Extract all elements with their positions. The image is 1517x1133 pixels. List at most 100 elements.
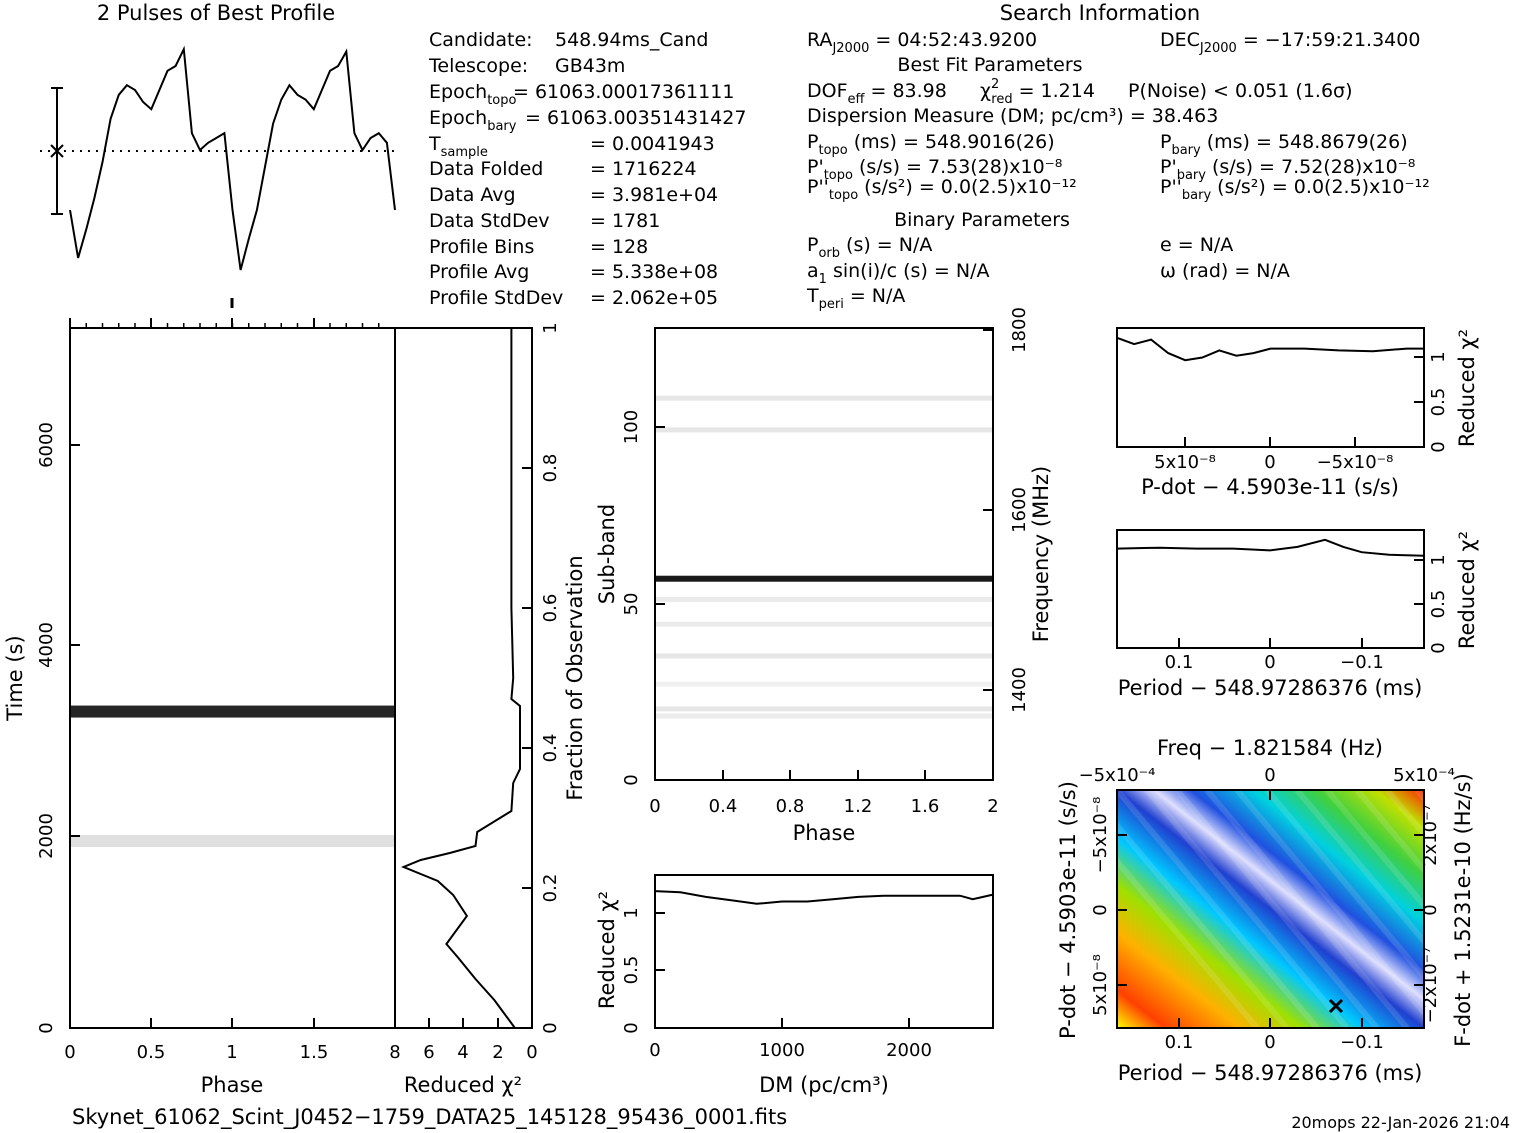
pdot-x-label: −5x10⁻⁸	[1317, 452, 1394, 473]
time-phase-plot	[69, 327, 396, 1029]
fraction-y-label: 0.8	[540, 454, 561, 483]
info-label: Candidate:	[429, 29, 533, 51]
map-pdot-label: P-dot − 4.5903e-11 (s/s)	[1056, 781, 1080, 1039]
dm-x-label: 2000	[886, 1040, 932, 1061]
map-stripe	[1174, 788, 1380, 1030]
subband-x-label: 0.4	[709, 796, 738, 817]
map-pdot-y-label: 0	[1090, 904, 1111, 915]
binary-title: Binary Parameters	[894, 209, 1070, 231]
info-row: Epochbary = 61063.00351431427	[429, 107, 746, 134]
info-label: Profile Bins	[429, 236, 534, 258]
profile-title: 2 Pulses of Best Profile	[97, 1, 335, 25]
dm-chi2-plot	[654, 874, 994, 1029]
period-x-label: 0.1	[1165, 652, 1194, 673]
info-row: Profile Avg = 5.338e+08	[429, 261, 718, 283]
map-period-x-label: 0	[1264, 1032, 1275, 1053]
map-stripe	[1294, 788, 1500, 1030]
phase-x-label: 0.5	[137, 1042, 166, 1063]
map-stripe	[1354, 788, 1517, 986]
info-chi2: χ2 red = 1.214	[980, 77, 1095, 107]
info-row: Profile StdDev = 2.062e+05	[429, 287, 718, 309]
info-pdd_bary: P''bary (s/s²) = 0.0(2.5)x10⁻¹²	[1160, 176, 1430, 203]
pdot-chi2-axis-label: Reduced χ²	[1455, 329, 1479, 447]
pdot-x-label: 0	[1264, 452, 1275, 473]
info-subscript: topo	[487, 93, 516, 108]
map-freq-x-label: 0	[1264, 765, 1275, 786]
info-label: Telescope:	[428, 55, 528, 77]
dm-x-label: 1000	[759, 1040, 805, 1061]
subband-phase-label: Phase	[793, 821, 856, 845]
subband-x-label: 1.6	[911, 796, 940, 817]
info-pd_bary: P'bary (s/s) = 7.52(28)x10⁻⁸	[1160, 156, 1415, 183]
map-stripe	[1264, 788, 1470, 1030]
info-value: = 2.062e+05	[590, 287, 718, 309]
map-stripe	[1114, 788, 1320, 1030]
pdot-chi2-y-label: 0.5	[1428, 388, 1449, 417]
info-pd_topo: P'topo (s/s) = 7.53(28)x10⁻⁸	[807, 156, 1062, 183]
period-chi2-y-label: 1	[1428, 554, 1449, 565]
time-y-label: 0	[36, 1022, 57, 1033]
info-row: Candidate: 548.94ms_Cand	[429, 29, 708, 51]
fraction-y-label: 1	[540, 322, 561, 333]
dm-axis-label: DM (pc/cm³)	[759, 1073, 889, 1097]
period-axis-label: Period − 548.97286376 (ms)	[1118, 676, 1423, 700]
info-dof: DOFeff = 83.98	[807, 80, 947, 107]
map-stripe	[1234, 788, 1440, 1030]
phase-x-label: 0	[64, 1042, 75, 1063]
chi2-axis-label: Reduced χ²	[404, 1073, 522, 1097]
info-label: Epoch	[429, 81, 487, 103]
footer-stamp: 20mops 22-Jan-2026 21:04	[1291, 1113, 1510, 1132]
period-chi2-axis-label: Reduced χ²	[1455, 531, 1479, 649]
info-right-block: RAJ2000 = 04:52:43.9200 DECJ2000 = −17:59:2…	[806, 29, 1430, 312]
info-row: Epochtopo= 61063.00017361111	[429, 81, 734, 108]
search-info-title: Search Information	[1000, 1, 1200, 25]
info-label: Epoch	[429, 107, 487, 129]
info-dm: Dispersion Measure (DM; pc/cm³) = 38.463	[807, 105, 1218, 127]
best-fit-title: Best Fit Parameters	[897, 54, 1082, 76]
time-band	[70, 835, 395, 848]
dm-chi2-line	[654, 890, 994, 905]
map-stripe	[1384, 788, 1517, 950]
time-band	[70, 705, 395, 718]
map-pdot-y-label: 5x10⁻⁸	[1090, 954, 1111, 1016]
map-stripe	[1144, 788, 1350, 1030]
subband-y-label: 50	[621, 593, 642, 616]
info-pdd_topo: P''topo (s/s²) = 0.0(2.5)x10⁻¹²	[807, 176, 1077, 203]
info-e: e = N/A	[1160, 234, 1233, 256]
pdot-chi2-y-label: 1	[1428, 351, 1449, 362]
info-value: = 128	[590, 236, 648, 258]
subband-band	[655, 681, 993, 687]
time-y-label: 4000	[36, 622, 57, 668]
map-fdot-y-label: −2x10⁻⁷	[1420, 947, 1441, 1024]
fraction-y-label: 0.2	[540, 874, 561, 903]
info-label: Profile StdDev	[429, 287, 563, 309]
info-left-block: Candidate: 548.94ms_Cand Telescope: GB43m Ep…	[428, 29, 746, 309]
best-fit-marker-icon	[1328, 998, 1344, 1014]
info-value: 548.94ms_Cand	[555, 29, 708, 51]
subband-band	[655, 653, 993, 659]
map-stripe	[1084, 788, 1290, 1030]
info-value: = 0.0041943	[590, 133, 715, 155]
pdot-chi2-plot	[1116, 327, 1425, 448]
dm-y-label: 1	[621, 907, 642, 918]
subband-y-label: 0	[621, 774, 642, 785]
info-ra: RAJ2000 = 04:52:43.9200	[807, 29, 1037, 56]
info-subscript: sample	[441, 145, 488, 160]
subband-band	[655, 621, 993, 627]
subband-band	[655, 575, 993, 582]
info-asini: a1 sin(i)/c (s) = N/A	[807, 260, 989, 287]
subband-axis-label: Sub-band	[595, 504, 619, 604]
time-y-label: 2000	[36, 813, 57, 859]
fraction-y-label: 0	[540, 1022, 561, 1033]
info-dec: DECJ2000 = −17:59:21.3400	[1160, 29, 1420, 56]
freq-y-label: 1600	[1009, 487, 1030, 533]
time-axis-label: Time (s)	[3, 635, 27, 721]
frequency-axis-label: Frequency (MHz)	[1029, 466, 1053, 642]
info-omega: ω (rad) = N/A	[1160, 260, 1290, 282]
phase-axis-label: Phase	[201, 1073, 264, 1097]
info-value: = 5.338e+08	[590, 261, 718, 283]
info-tperi: Tperi = N/A	[806, 285, 905, 312]
info-row: Data Avg = 3.981e+04	[429, 184, 718, 206]
map-stripe	[1054, 788, 1260, 1030]
